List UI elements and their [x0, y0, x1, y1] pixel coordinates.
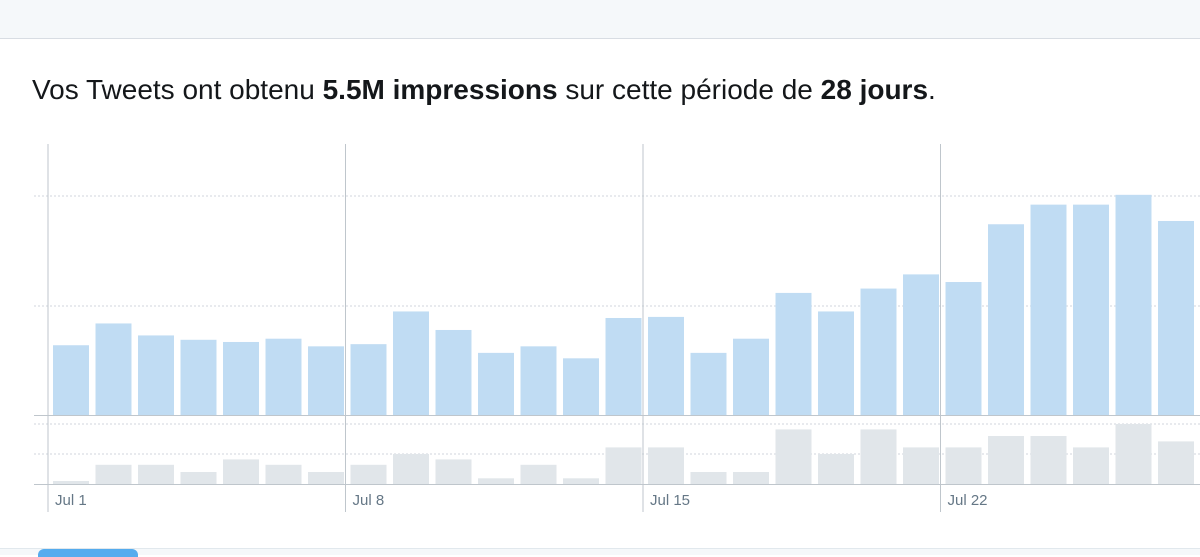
summary-middle: sur cette période de: [565, 74, 813, 105]
engagement-bar: [1115, 424, 1152, 484]
impressions-bar: [1030, 204, 1067, 415]
impressions-bar: [690, 352, 727, 415]
impressions-bar: [775, 292, 812, 415]
impressions-bar: [648, 316, 684, 415]
impressions-bar: [945, 282, 982, 415]
summary-suffix: .: [928, 74, 936, 105]
impressions-bar: [478, 352, 514, 415]
engagement-bar: [53, 481, 89, 484]
engagement-bar: [350, 464, 387, 484]
x-tick-label: Jul 8: [353, 492, 385, 509]
impressions-bar: [435, 329, 472, 415]
blue-tab-edge[interactable]: [38, 549, 138, 557]
impressions-summary: Vos Tweets ont obtenu 5.5M impressions s…: [32, 74, 936, 106]
x-tick-label: Jul 1: [55, 492, 87, 509]
engagement-bar: [478, 478, 514, 484]
top-header-band: [0, 0, 1200, 39]
engagement-bar: [1158, 441, 1194, 484]
impressions-bar: [988, 224, 1024, 415]
impressions-bar: [1115, 194, 1152, 415]
engagement-bar: [393, 454, 429, 484]
engagement-bar: [605, 447, 642, 484]
engagement-bar: [180, 472, 217, 484]
impressions-bar: [223, 341, 259, 415]
engagement-bar: [308, 472, 344, 484]
impressions-bar: [563, 358, 599, 415]
impressions-bar: [180, 339, 217, 415]
engagement-bar: [1073, 447, 1109, 484]
engagement-bar: [903, 447, 939, 484]
engagement-bar: [435, 459, 472, 484]
x-tick-label: Jul 15: [650, 492, 690, 509]
engagement-bar: [1030, 436, 1067, 484]
engagement-bar: [733, 472, 769, 484]
engagement-bar: [95, 464, 132, 484]
impressions-count: 5.5M impressions: [322, 74, 558, 105]
engagement-bar: [648, 447, 684, 484]
bottom-band: [0, 548, 1200, 555]
engagement-bar: [563, 478, 599, 484]
engagement-bar: [520, 464, 557, 484]
period-length: 28 jours: [820, 74, 929, 105]
impressions-bar: [605, 317, 642, 415]
impressions-bar: [308, 346, 344, 415]
engagement-bar: [945, 447, 982, 484]
impressions-bar: [350, 344, 387, 415]
impressions-bar: [393, 311, 429, 415]
engagement-bar: [818, 454, 854, 484]
impressions-bar: [53, 345, 89, 415]
engagement-bar: [223, 459, 259, 484]
impressions-bar: [138, 335, 174, 415]
impressions-bar: [860, 288, 897, 415]
engagement-bar: [265, 464, 302, 484]
summary-prefix: Vos Tweets ont obtenu: [32, 74, 315, 105]
impressions-bar: [733, 338, 769, 415]
engagement-bar: [138, 464, 174, 484]
engagement-bar: [860, 429, 897, 484]
impressions-bar: [903, 274, 939, 415]
impressions-bar: [1158, 220, 1194, 415]
x-tick-label: Jul 22: [948, 492, 988, 509]
engagement-bar: [775, 429, 812, 484]
impressions-bar: [265, 338, 302, 415]
engagement-bar: [690, 472, 727, 484]
engagement-bar: [988, 436, 1024, 484]
impressions-bar: [818, 311, 854, 415]
impressions-bar: [520, 346, 557, 415]
impressions-bar: [1073, 204, 1109, 415]
impressions-bar: [95, 323, 132, 415]
